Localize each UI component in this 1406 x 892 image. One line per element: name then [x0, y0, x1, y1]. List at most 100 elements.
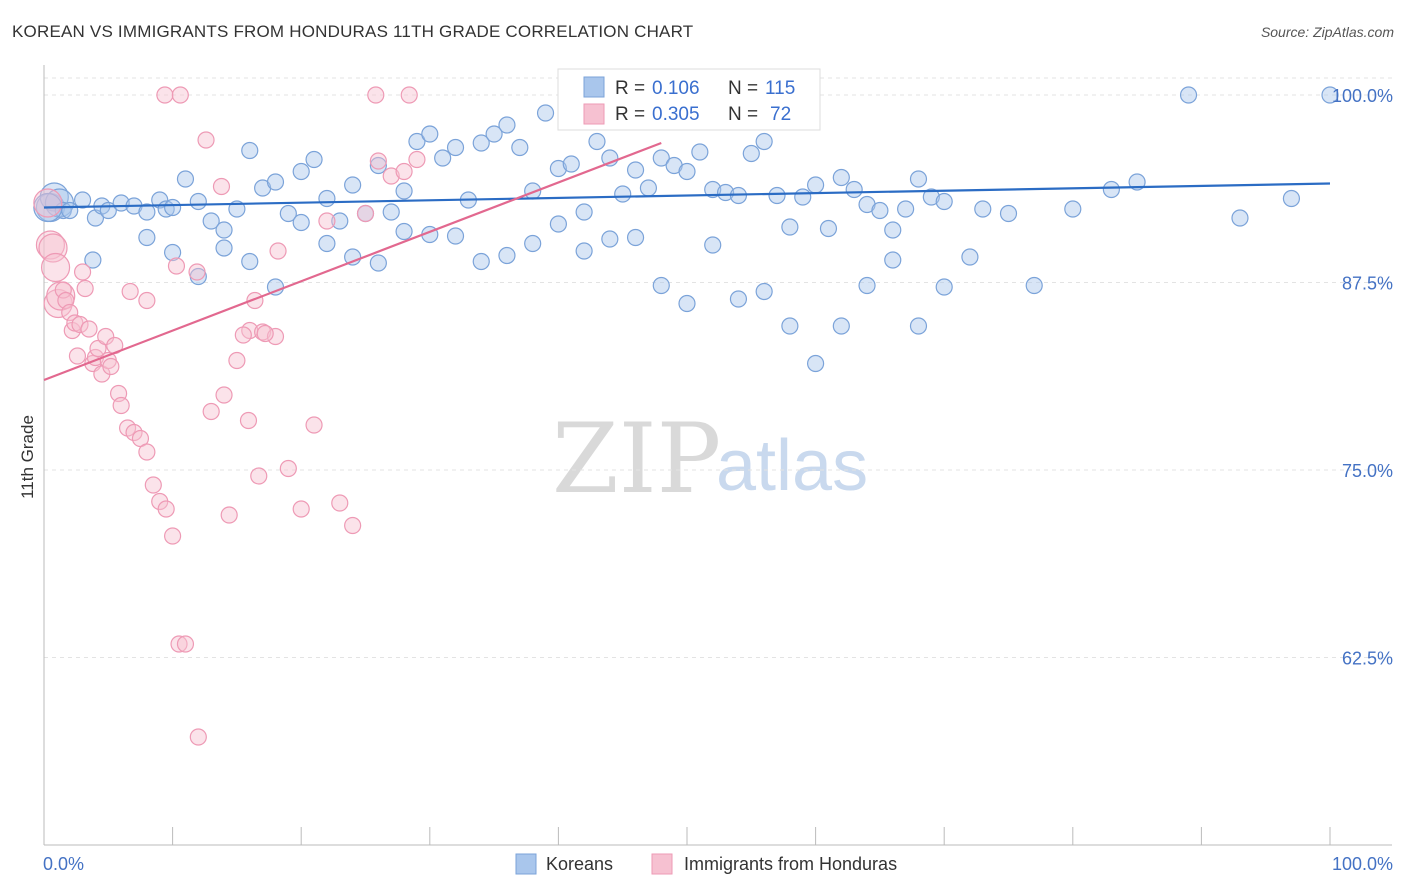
gridlines	[44, 77, 1392, 658]
honduras-point-33	[164, 527, 182, 545]
legend-r-label-2: R =	[615, 104, 645, 125]
koreans-point-33	[408, 132, 426, 151]
honduras-point-53	[408, 150, 426, 169]
koreans-point-56	[704, 180, 722, 199]
series-honduras	[33, 86, 575, 746]
honduras-point-3	[40, 252, 71, 283]
legend-swatch-honduras	[583, 103, 605, 125]
koreans-point-41	[511, 138, 529, 157]
koreans-point-97	[498, 246, 516, 265]
koreans-point-95	[446, 227, 465, 245]
koreans-point-27	[331, 212, 349, 230]
honduras-point-51	[382, 167, 400, 185]
koreans-point-111	[858, 276, 876, 295]
honduras-point-44	[292, 500, 310, 518]
koreans-point-75	[961, 248, 979, 266]
koreans-point-93	[395, 222, 413, 241]
x-tick-label-left: 0.0%	[43, 854, 84, 874]
koreans-point-43	[536, 104, 555, 122]
honduras-point-11	[68, 347, 87, 365]
honduras-point-38	[215, 386, 233, 404]
koreans-point-84	[164, 243, 182, 262]
trend-line-honduras	[43, 141, 662, 382]
koreans-point-73	[922, 188, 940, 206]
koreans-point-86	[215, 239, 233, 257]
koreans-point-14	[164, 198, 182, 217]
honduras-point-34	[170, 635, 188, 653]
koreans-point-49	[614, 185, 632, 203]
koreans-point-18	[215, 221, 233, 239]
koreans-point-99	[549, 215, 568, 233]
honduras-point-61	[167, 257, 186, 275]
koreans-point-92	[369, 254, 387, 272]
honduras-point-56	[234, 326, 252, 344]
koreans-point-66	[832, 168, 850, 187]
koreans-point-77	[999, 204, 1018, 223]
honduras-point-59	[269, 242, 287, 260]
honduras-point-25	[112, 396, 130, 415]
legend-n-value-2: 72	[770, 104, 791, 125]
koreans-point-79	[1064, 200, 1082, 218]
honduras-point-20	[97, 327, 115, 346]
koreans-point-118	[1282, 189, 1301, 208]
watermark-zip: ZIP	[552, 403, 721, 515]
koreans-point-69	[871, 201, 889, 220]
koreans-point-12	[151, 191, 169, 209]
koreans-point-60	[755, 132, 773, 151]
honduras-point-65	[197, 131, 215, 149]
watermark-atlas: atlas	[716, 426, 868, 506]
koreans-point-107	[755, 282, 773, 301]
koreans-point-34	[421, 125, 439, 143]
chart-title: KOREAN VS IMMIGRANTS FROM HONDURAS 11TH …	[12, 22, 694, 41]
honduras-point-69	[220, 506, 238, 524]
honduras-point-36	[189, 728, 207, 746]
koreans-point-78	[1025, 276, 1043, 295]
koreans-point-102	[626, 228, 645, 247]
honduras-point-15	[80, 320, 98, 338]
koreans-point-67	[845, 180, 863, 199]
koreans-point-20	[241, 141, 259, 160]
honduras-point-54	[156, 86, 174, 104]
bottom-legend: Koreans Immigrants from Honduras	[515, 853, 897, 875]
koreans-point-103	[652, 276, 670, 295]
koreans-point-40	[498, 116, 516, 134]
honduras-point-64	[212, 177, 231, 196]
honduras-point-60	[138, 291, 156, 310]
honduras-point-29	[138, 443, 156, 461]
koreans-point-59	[742, 144, 760, 163]
honduras-point-45	[305, 416, 323, 434]
koreans-point-112	[884, 251, 902, 269]
koreans-point-90	[318, 234, 336, 253]
koreans-point-65	[819, 219, 838, 238]
honduras-point-52	[395, 162, 413, 181]
koreans-point-74	[935, 192, 953, 211]
koreans-point-63	[794, 188, 812, 206]
honduras-point-70	[239, 411, 258, 430]
koreans-point-82	[84, 251, 102, 269]
y-tick-label-2: 75.0%	[1342, 461, 1393, 481]
koreans-point-116	[1321, 86, 1339, 104]
koreans-point-30	[369, 156, 387, 175]
koreans-point-54	[678, 162, 696, 181]
honduras-point-67	[400, 86, 418, 104]
koreans-point-5	[73, 191, 92, 209]
honduras-point-32	[157, 500, 175, 518]
honduras-point-48	[344, 516, 362, 535]
koreans-point-51	[639, 179, 658, 197]
y-axis-label: 11th Grade	[18, 415, 37, 499]
source-credit: Source: ZipAtlas.com	[1260, 24, 1394, 40]
koreans-point-100	[575, 242, 593, 260]
honduras-point-27	[125, 423, 143, 442]
legend-swatch-koreans	[583, 76, 605, 98]
y-tick-labels: 100.0% 87.5% 75.0% 62.5%	[1332, 86, 1393, 669]
koreans-point-25	[305, 150, 323, 169]
koreans-point-71	[897, 200, 915, 218]
koreans-point-16	[189, 192, 207, 211]
koreans-point-106	[729, 290, 748, 308]
koreans-point-4	[61, 201, 79, 220]
bottom-legend-koreans: Koreans	[546, 854, 613, 874]
koreans-point-32	[395, 182, 413, 200]
koreans-point-36	[446, 138, 465, 157]
honduras-point-71	[250, 467, 268, 485]
